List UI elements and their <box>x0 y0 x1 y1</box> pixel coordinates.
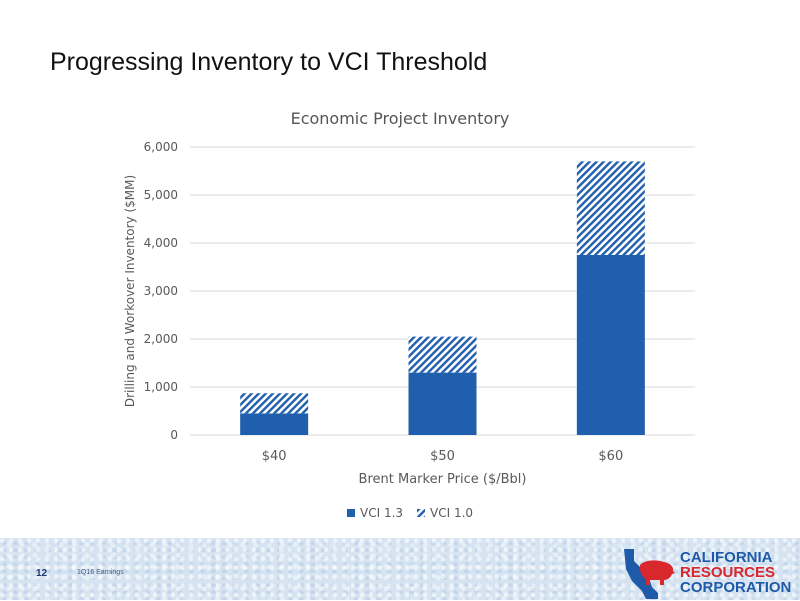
bar-segment <box>240 413 309 435</box>
legend-label: VCI 1.0 <box>430 506 473 520</box>
y-tick-label: 4,000 <box>144 236 178 250</box>
footer-bar: 12 1Q16 Earnings CALIFORNIA RESOURCES CO… <box>0 538 800 600</box>
california-bear-logo-icon <box>624 549 675 599</box>
footer-label: 1Q16 Earnings <box>77 569 124 576</box>
page-number: 12 <box>36 568 48 579</box>
slide-title: Progressing Inventory to VCI Threshold <box>50 48 488 76</box>
y-axis-label: Drilling and Workover Inventory ($MM) <box>123 175 137 407</box>
y-tick-label: 0 <box>170 428 178 442</box>
x-tick-label: $50 <box>430 449 455 464</box>
logo-line-2: RESOURCES <box>680 564 776 581</box>
legend-swatch <box>417 509 425 517</box>
logo-line-1: CALIFORNIA <box>680 549 773 566</box>
x-tick-label: $60 <box>598 449 623 464</box>
logo-line-3: CORPORATION <box>680 579 792 596</box>
x-tick-label: $40 <box>262 449 287 464</box>
y-tick-label: 6,000 <box>144 140 178 154</box>
bar-segment <box>240 393 309 414</box>
y-tick-label: 2,000 <box>144 332 178 346</box>
y-tick-label: 3,000 <box>144 284 178 298</box>
stacked-bar-chart: 0 1,000 2,000 3,000 4,000 5,000 6,000 $40 $50 $60… <box>123 140 695 520</box>
bar-segment <box>576 255 645 435</box>
bar-segment <box>408 372 477 435</box>
bar-segment <box>408 336 477 373</box>
chart-title: Economic Project Inventory <box>290 109 510 128</box>
company-logo-text: CALIFORNIA RESOURCES CORPORATION <box>680 550 791 595</box>
legend-swatch <box>347 509 355 517</box>
y-tick-label: 5,000 <box>144 188 178 202</box>
bar-segment <box>576 161 645 255</box>
x-axis-label: Brent Marker Price ($/Bbl) <box>359 472 527 487</box>
y-tick-label: 1,000 <box>144 380 178 394</box>
legend-label: VCI 1.3 <box>360 506 403 520</box>
